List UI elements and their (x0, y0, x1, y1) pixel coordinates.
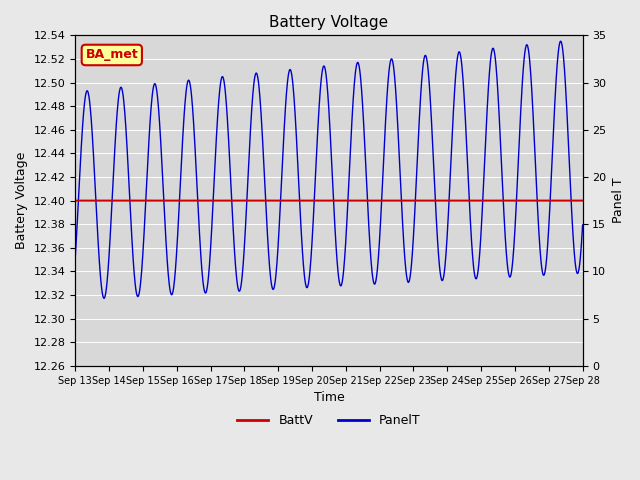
Title: Battery Voltage: Battery Voltage (269, 15, 388, 30)
X-axis label: Time: Time (314, 391, 344, 404)
Legend: BattV, PanelT: BattV, PanelT (232, 409, 426, 432)
Text: BA_met: BA_met (85, 48, 138, 61)
Y-axis label: Panel T: Panel T (612, 178, 625, 224)
Y-axis label: Battery Voltage: Battery Voltage (15, 152, 28, 249)
